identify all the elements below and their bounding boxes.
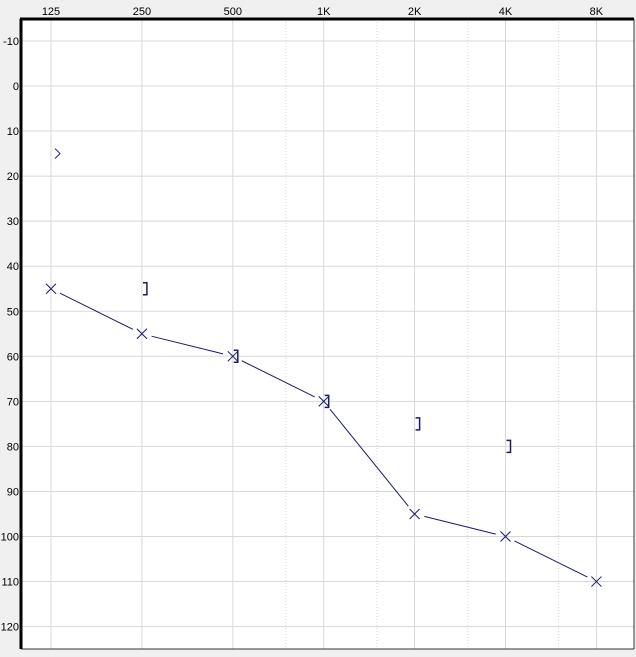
air-conduction-x-marker (227, 350, 239, 362)
air-conduction-x-marker (409, 508, 420, 520)
y-tick-label: 100 (1, 532, 19, 544)
y-tick-label: 70 (7, 396, 19, 408)
air-conduction-x-marker (591, 576, 602, 587)
x-tick-label: 250 (133, 6, 151, 18)
y-tick-label: 30 (7, 216, 19, 228)
y-tick-label: 20 (7, 171, 19, 183)
y-tick-label: 90 (7, 486, 19, 498)
air-conduction-x-marker (136, 328, 148, 340)
y-tick-label: 50 (7, 306, 19, 318)
masked-bone-bracket-marker (415, 417, 421, 431)
y-tick-label: -10 (3, 36, 19, 48)
masked-bone-bracket-marker (506, 439, 512, 454)
series-line-segment (241, 360, 315, 398)
x-tick-label: 8K (590, 6, 604, 18)
y-tick-label: 60 (7, 351, 19, 363)
masked-bone-bracket-marker (324, 394, 330, 409)
x-tick-label: 125 (42, 6, 60, 18)
series-line-segment (424, 515, 496, 535)
series-line-segment (514, 540, 588, 578)
y-tick-label: 80 (7, 441, 19, 453)
plot-area (21, 19, 634, 649)
air-conduction-x-marker (45, 283, 57, 295)
x-tick-label: 4K (499, 6, 513, 18)
y-tick-label: 10 (7, 126, 19, 138)
x-tick-label: 2K (408, 6, 422, 18)
masked-bone-bracket-marker (142, 281, 148, 296)
series-line-segment (329, 408, 409, 507)
x-tick-label: 1K (317, 6, 331, 18)
y-tick-label: 110 (1, 577, 19, 589)
series-line-segment (59, 292, 134, 330)
bone-conduction-arrow-marker (54, 148, 61, 159)
air-conduction-x-marker (318, 395, 330, 407)
y-tick-label: 40 (7, 261, 19, 273)
y-tick-label: 120 (1, 622, 19, 634)
masked-bone-bracket-marker (233, 349, 239, 364)
air-conduction-x-marker (500, 531, 511, 542)
x-tick-label: 500 (224, 6, 242, 18)
y-tick-label: 0 (13, 81, 19, 93)
series-line-segment (151, 335, 224, 355)
